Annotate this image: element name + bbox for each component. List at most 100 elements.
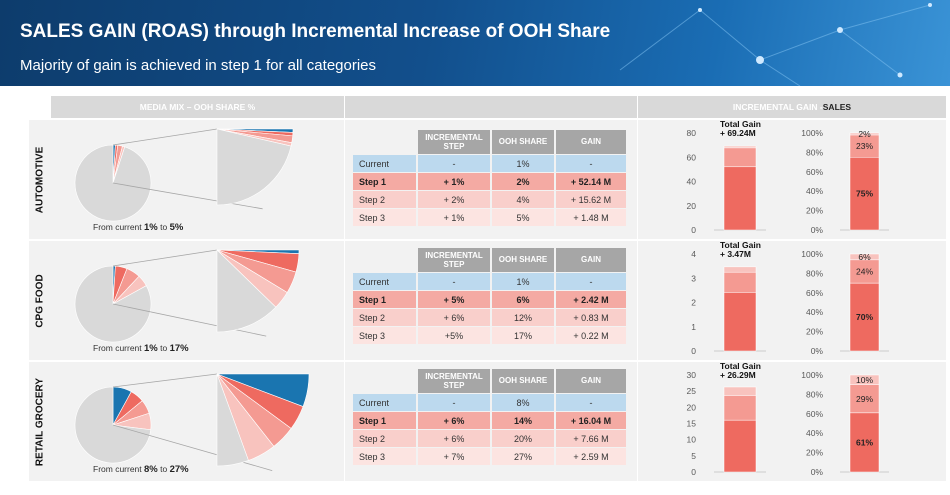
total-gain-ytick-label: 15 xyxy=(687,419,697,429)
share-gain-data-label: 24% xyxy=(856,266,873,276)
share-gain-data-label: 75% xyxy=(856,189,873,199)
table-cell-step: - xyxy=(418,155,490,172)
share-gain-ytick-label: 60% xyxy=(806,167,823,177)
category-label: CPG FOOD xyxy=(34,273,46,328)
table-row: Step 2 + 6% 12% + 0.83 M xyxy=(353,309,626,326)
incremental-gain-column-header: INCREMENTAL GAIN - SALES xyxy=(638,96,946,118)
table-cell-share: 1% xyxy=(492,273,554,290)
slide-subtitle: Majority of gain is achieved in step 1 f… xyxy=(20,57,377,74)
share-gain-data-label: 29% xyxy=(856,394,873,404)
table-cell-step: + 5% xyxy=(418,291,490,308)
total-gain-title: + 69.24M xyxy=(720,128,756,138)
total-gain-bar-step-3 xyxy=(723,386,757,396)
share-gain-ytick-label: 20% xyxy=(806,206,823,216)
total-gain-ytick-label: 1 xyxy=(691,322,696,332)
table-header-cell: OOH SHARE xyxy=(492,248,554,272)
table-header-row: INCREMENTAL STEP OOH SHARE GAIN xyxy=(353,130,626,154)
header-blank xyxy=(353,369,416,393)
pie-slice-rest xyxy=(74,144,152,222)
table-row: Step 2 + 2% 4% + 15.62 M xyxy=(353,191,626,208)
total-gain-ytick-label: 5 xyxy=(691,451,696,461)
section-retail-grocery: RETAIL GROCERY From current 8% to 27% INCR… xyxy=(29,362,946,481)
pie-caption: From current 8% to 27% xyxy=(93,464,189,475)
table-cell-label: Step 3 xyxy=(353,448,416,465)
total-gain-ytick-label: 20 xyxy=(687,402,697,412)
share-gain-ytick-label: 40% xyxy=(806,428,823,438)
table-header-cell: OOH SHARE xyxy=(492,130,554,154)
table-header-row: INCREMENTAL STEP OOH SHARE GAIN xyxy=(353,248,626,272)
increment-table-panel: INCREMENTAL STEP OOH SHARE GAIN Current -1% -… xyxy=(345,120,637,239)
table-cell-gain: + 1.48 M xyxy=(556,209,626,226)
share-gain-ytick-label: 40% xyxy=(806,186,823,196)
pie-slice-rest xyxy=(74,265,152,343)
table-row: Step 1 + 5% 6% + 2.42 M xyxy=(353,291,626,308)
total-gain-bar-step-2 xyxy=(723,147,757,168)
network-decoration xyxy=(619,3,932,86)
media-mix-column-header: MEDIA MIX – OOH SHARE % xyxy=(51,96,344,118)
total-gain-bar-step-1 xyxy=(723,166,757,231)
table-column-header xyxy=(345,96,637,118)
table-header-row: INCREMENTAL STEP OOH SHARE GAIN xyxy=(353,369,626,393)
table-cell-step: - xyxy=(418,394,490,411)
share-gain-ytick-label: 80% xyxy=(806,268,823,278)
media-mix-pie-panel: From current 1% to 5% xyxy=(51,120,344,239)
slide-title: SALES GAIN (ROAS) through Incremental In… xyxy=(20,21,611,42)
zoom-connector-top xyxy=(112,128,218,146)
total-gain-title: + 26.29M xyxy=(720,370,756,380)
table-cell-label: Current xyxy=(353,273,416,290)
total-gain-ytick-label: 3 xyxy=(691,273,696,283)
increment-table-panel: INCREMENTAL STEP OOH SHARE GAIN Current -1% -… xyxy=(345,241,637,360)
total-gain-bar-step-2 xyxy=(723,395,757,421)
fan-slice-rest xyxy=(216,249,277,333)
share-gain-bar-step-3 xyxy=(849,132,880,136)
table-row: Current -1% - xyxy=(353,155,626,172)
incremental-gain-charts: 0 20 40 60 80 0% 20% 40% 60% 80% 100% 75% 23% 2% Total… xyxy=(687,120,889,235)
share-gain-ytick-label: 60% xyxy=(806,409,823,419)
table-cell-gain: - xyxy=(556,273,626,290)
zoom-connector-top xyxy=(112,249,218,267)
media-mix-pie-panel: From current 8% to 27% xyxy=(51,362,344,481)
incremental-gain-charts: 0 5 10 15 20 25 30 0% 20% 40% 60% 80% 100% 61% 29% 10% T… xyxy=(687,362,889,477)
total-gain-ytick-label: 80 xyxy=(687,128,697,138)
category-label-box: RETAIL GROCERY xyxy=(29,362,51,481)
table-cell-share: 20% xyxy=(492,430,554,447)
table-row: Step 3 + 1% 5% + 1.48 M xyxy=(353,209,626,226)
total-gain-ytick-label: 0 xyxy=(691,346,696,356)
total-gain-ytick-label: 20 xyxy=(687,201,697,211)
table-cell-step: + 1% xyxy=(418,173,490,190)
media-mix-pie-chart xyxy=(74,128,294,222)
share-gain-data-label: 61% xyxy=(856,437,873,447)
total-gain-ytick-label: 40 xyxy=(687,177,697,187)
section-cpg-food: CPG FOOD From current 1% to 17% INCREMENTA… xyxy=(29,241,946,360)
table-cell-gain: + 52.14 M xyxy=(556,173,626,190)
table-cell-gain: + 2.42 M xyxy=(556,291,626,308)
share-gain-ytick-label: 80% xyxy=(806,389,823,399)
share-gain-bar-step-1 xyxy=(849,412,880,473)
table-cell-share: 8% xyxy=(492,394,554,411)
total-gain-ytick-label: 4 xyxy=(691,249,696,259)
share-gain-bar-step-2 xyxy=(849,384,880,414)
table-header-cell: GAIN xyxy=(556,248,626,272)
total-gain-bar-step-1 xyxy=(723,419,757,473)
caption-b: to xyxy=(157,464,170,474)
table-row: Current -1% - xyxy=(353,273,626,290)
share-gain-bar-step-3 xyxy=(849,374,880,385)
total-gain-title: Total Gain xyxy=(720,120,761,129)
category-label: RETAIL GROCERY xyxy=(34,377,46,466)
media-mix-pie-chart xyxy=(74,373,310,471)
zoom-connector-bottom xyxy=(112,424,273,471)
share-gain-ytick-label: 60% xyxy=(806,288,823,298)
share-gain-ytick-label: 80% xyxy=(806,147,823,157)
pie-caption: From current 1% to 17% xyxy=(93,343,189,354)
share-gain-ytick-label: 0% xyxy=(811,225,824,235)
table-cell-share: 4% xyxy=(492,191,554,208)
caption-to: 17% xyxy=(169,343,189,354)
zoom-connector-bottom xyxy=(112,303,267,337)
header-blank xyxy=(353,130,416,154)
table-cell-share: 12% xyxy=(492,309,554,326)
total-gain-ytick-label: 10 xyxy=(687,435,697,445)
table-cell-step: - xyxy=(418,273,490,290)
table-cell-step: + 1% xyxy=(418,209,490,226)
table-cell-gain: - xyxy=(556,394,626,411)
